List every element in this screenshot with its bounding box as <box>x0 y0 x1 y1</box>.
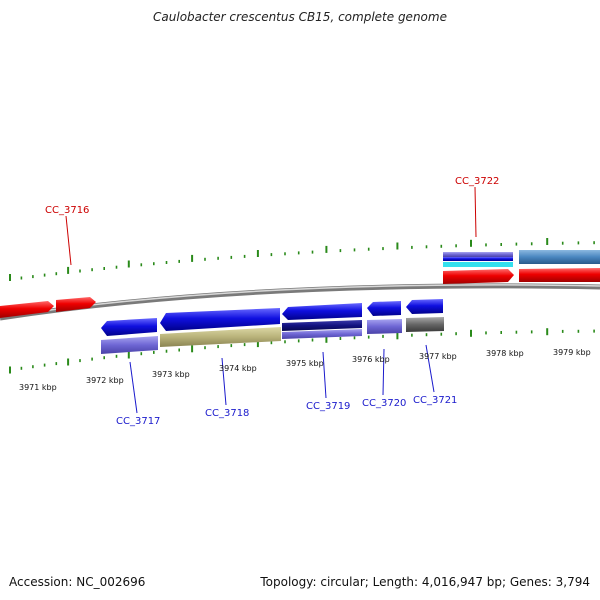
gene-label-cc-3720[interactable]: CC_3720 <box>362 398 406 409</box>
scale-labels: 3971 kbp 3972 kbp 3973 kbp 3974 kbp 3975… <box>19 348 591 392</box>
gene-cc-3721-feature[interactable] <box>406 317 444 332</box>
inner-tick-ring <box>9 328 595 374</box>
gene-forward-feature[interactable] <box>519 250 600 264</box>
gene-label-cc-3716[interactable]: CC_3716 <box>45 205 89 216</box>
gene-cc-3719[interactable] <box>282 303 362 320</box>
genome-title: Caulobacter crescentus CB15, complete ge… <box>153 10 447 24</box>
gene-cc-3722-feature[interactable] <box>443 257 513 261</box>
scale-label: 3978 kbp <box>486 349 524 358</box>
gene-cc-3719-feature[interactable] <box>282 320 362 331</box>
gene-forward[interactable] <box>0 301 54 318</box>
gene-cc-3719-feature[interactable] <box>282 329 362 339</box>
scale-label: 3977 kbp <box>419 352 457 361</box>
gene-cc-3720[interactable] <box>367 301 401 316</box>
accession-text: Accession: NC_002696 <box>9 575 146 589</box>
gene-label-cc-3717[interactable]: CC_3717 <box>116 416 160 427</box>
leader-cc-3722 <box>474 186 477 238</box>
outer-tick-ring <box>9 238 595 281</box>
reverse-strand-genes <box>101 299 444 354</box>
genome-summary-text: Topology: circular; Length: 4,016,947 bp… <box>260 575 590 589</box>
gene-cc-3722-feature[interactable] <box>443 252 513 257</box>
gene-cc-3720-feature[interactable] <box>367 319 402 334</box>
scale-label: 3973 kbp <box>152 370 190 379</box>
label-leaders <box>65 186 477 414</box>
scale-label: 3979 kbp <box>553 348 591 357</box>
gene-forward[interactable] <box>519 268 600 282</box>
gene-cc-3718[interactable] <box>160 308 280 331</box>
gene-label-cc-3718[interactable]: CC_3718 <box>205 408 249 419</box>
scale-label: 3972 kbp <box>86 376 124 385</box>
gene-cc-3717[interactable] <box>101 318 157 336</box>
scale-label: 3975 kbp <box>286 359 324 368</box>
leader-cc-3718 <box>221 357 227 406</box>
forward-strand-genes <box>0 250 600 318</box>
leader-cc-3716 <box>65 215 72 266</box>
gene-labels: CC_3716 CC_3722 CC_3717 CC_3718 CC_3719 … <box>45 176 499 427</box>
scale-label: 3974 kbp <box>219 364 257 373</box>
gene-cc-3721[interactable] <box>406 299 443 314</box>
gene-label-cc-3719[interactable]: CC_3719 <box>306 401 350 412</box>
leader-cc-3721 <box>425 344 435 393</box>
gene-cc-3722-feature[interactable] <box>443 262 513 267</box>
scale-label: 3976 kbp <box>352 355 390 364</box>
leader-cc-3720 <box>382 348 385 396</box>
gene-label-cc-3722[interactable]: CC_3722 <box>455 176 499 187</box>
leader-cc-3717 <box>129 361 138 414</box>
gene-cc-3717-feature[interactable] <box>101 336 158 354</box>
gene-cc-3716[interactable] <box>56 297 96 312</box>
leader-cc-3719 <box>322 351 327 399</box>
gene-cc-3718-feature[interactable] <box>160 327 281 347</box>
scale-label: 3971 kbp <box>19 383 57 392</box>
gene-label-cc-3721[interactable]: CC_3721 <box>413 395 457 406</box>
gene-cc-3722-cds[interactable] <box>443 269 514 284</box>
